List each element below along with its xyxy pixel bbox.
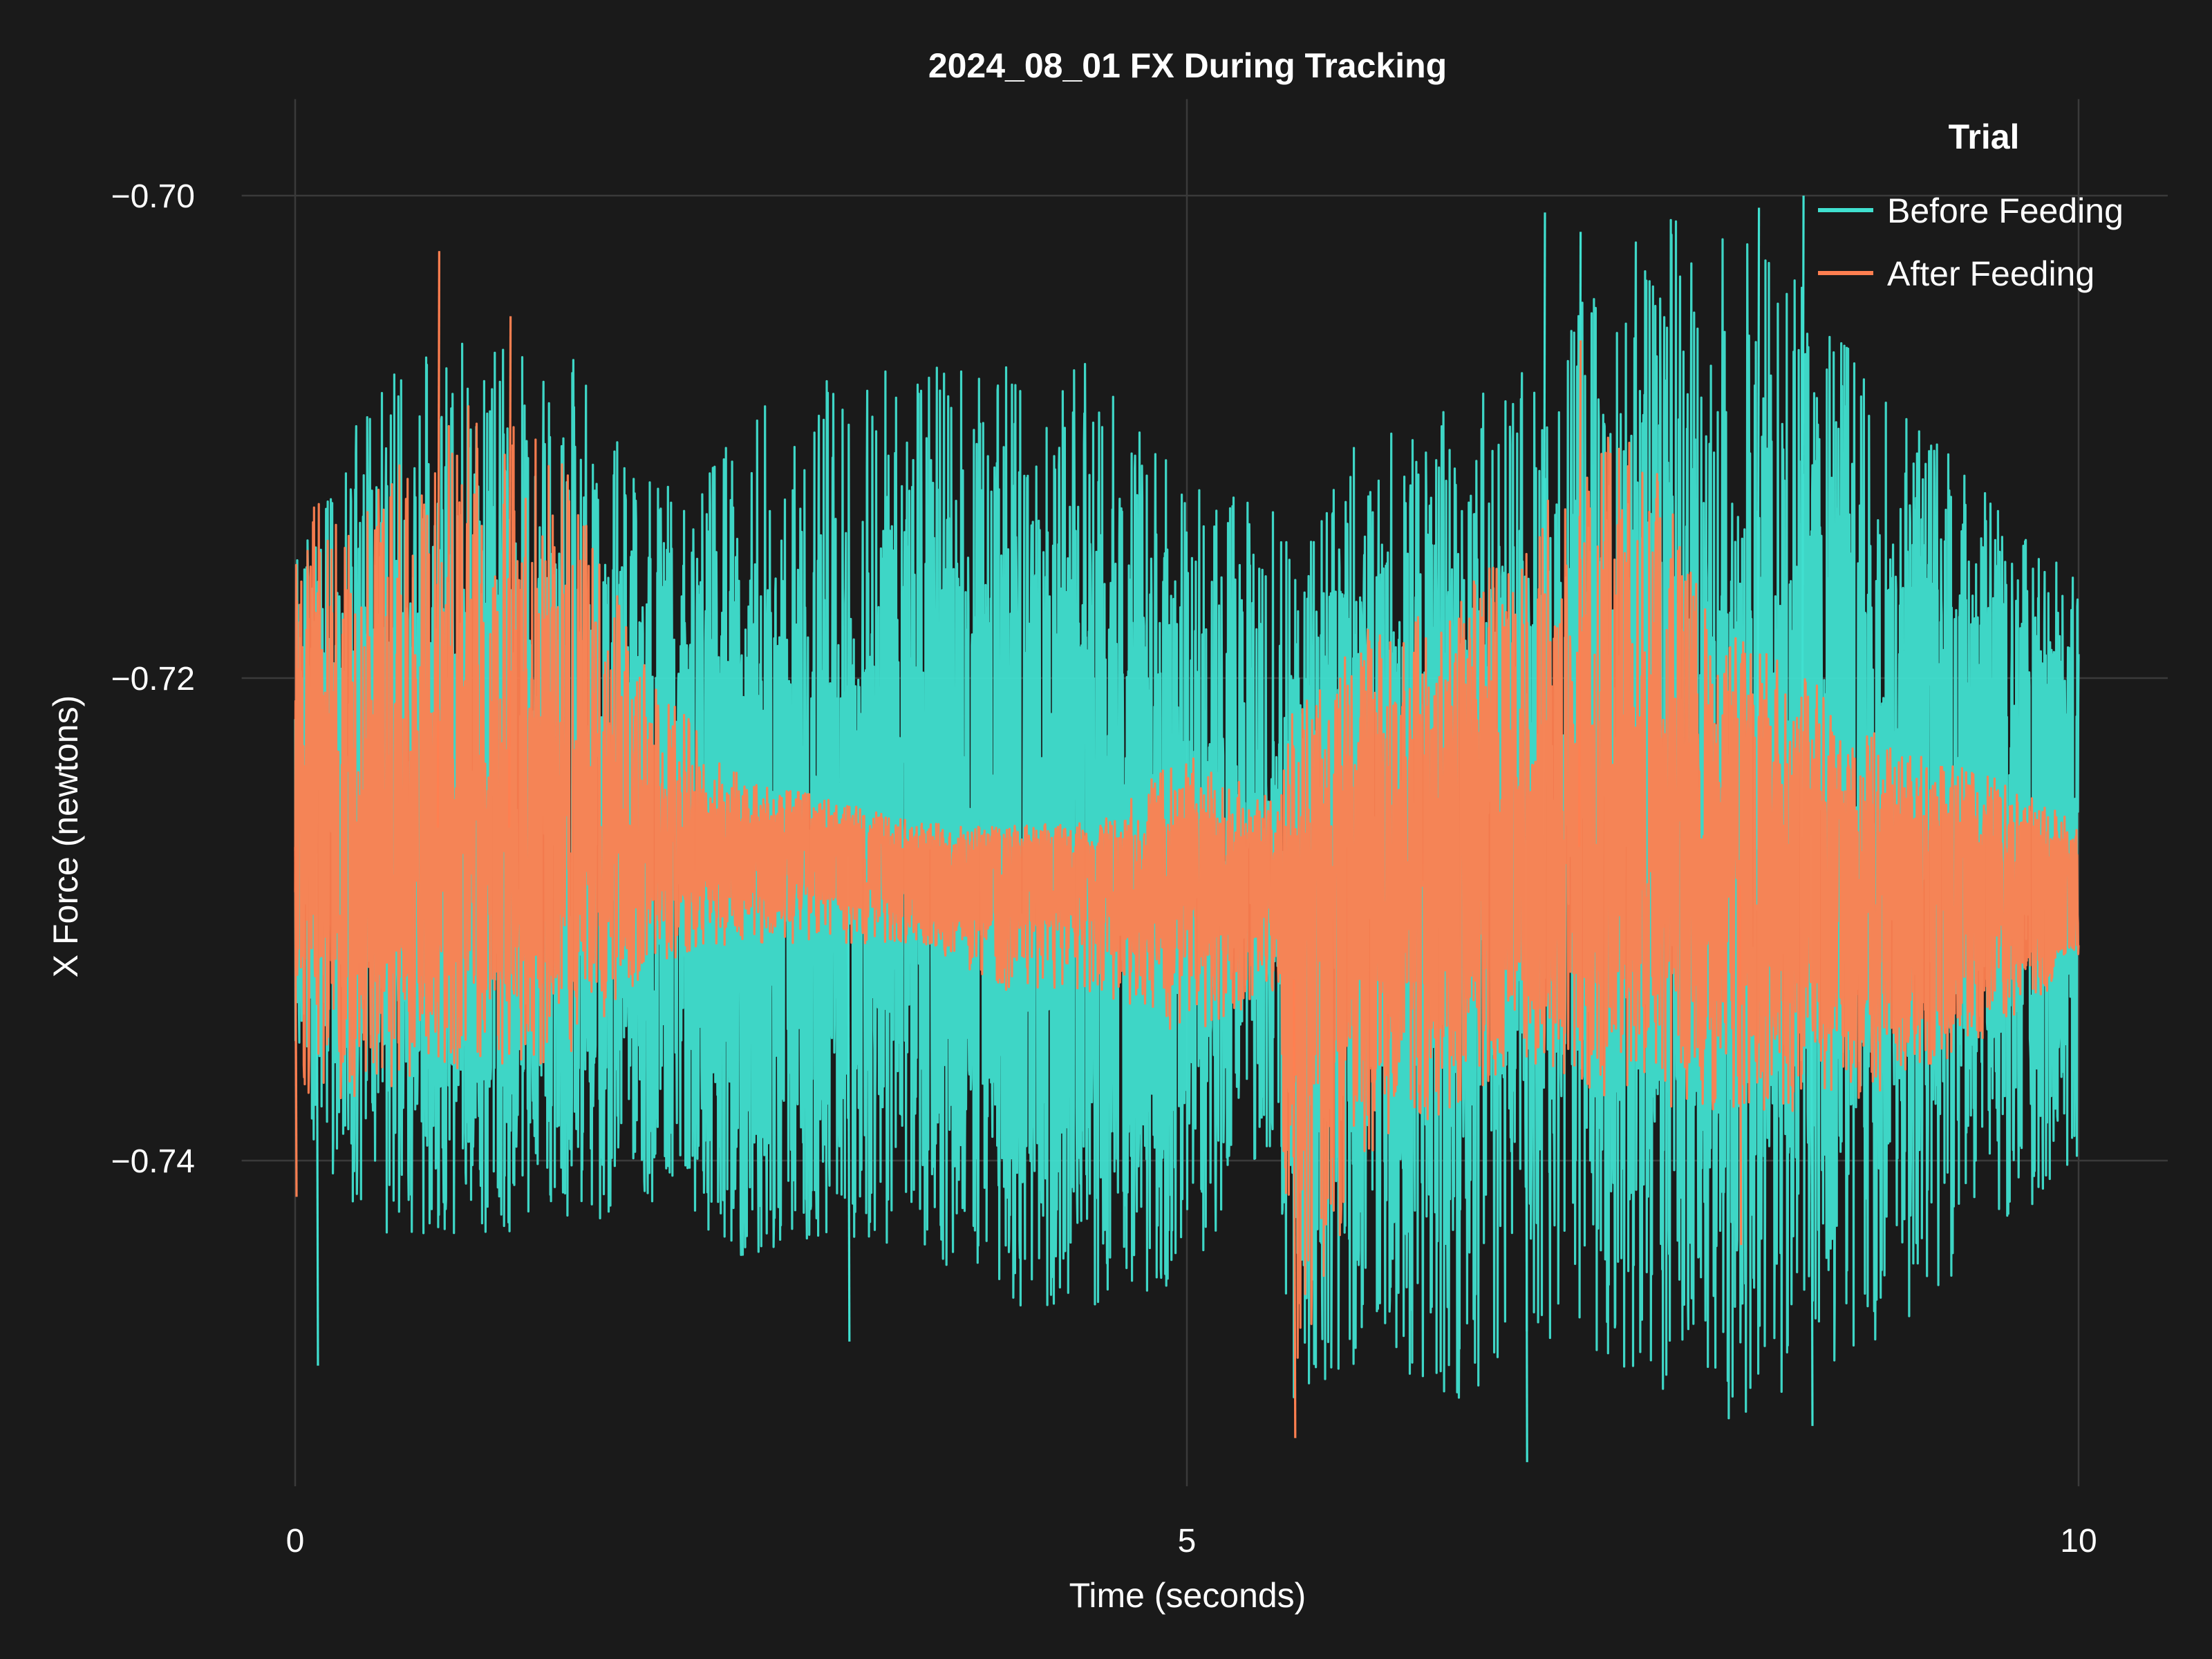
y-axis-label: X Force (newtons) <box>46 695 85 977</box>
legend-label-after-feeding: After Feeding <box>1887 254 2094 293</box>
legend-item-before-feeding[interactable]: Before Feeding <box>1818 191 2124 230</box>
x-tick-label: 5 <box>1178 1523 1197 1559</box>
legend-title: Trial <box>1949 118 2020 156</box>
y-tick-label: −0.72 <box>111 661 195 697</box>
series-layer <box>294 195 2080 1463</box>
x-tick-label: 0 <box>286 1523 305 1559</box>
legend-item-after-feeding[interactable]: After Feeding <box>1818 254 2094 293</box>
series-spike <box>1578 340 1582 847</box>
y-tick-label: −0.70 <box>111 178 195 215</box>
series-spike <box>1293 980 1297 1438</box>
legend: Trial Before Feeding After Feeding <box>1818 118 2124 293</box>
legend-label-before-feeding: Before Feeding <box>1887 191 2124 230</box>
series-spike <box>507 316 512 828</box>
x-axis-label: Time (seconds) <box>1069 1576 1306 1615</box>
series-spike <box>1738 885 1743 1246</box>
x-tick-label: 10 <box>2060 1523 2097 1559</box>
series-line <box>294 405 2080 1359</box>
tick-labels: 0 5 10 −0.70 −0.72 −0.74 <box>111 178 2097 1559</box>
series-spike <box>436 251 441 828</box>
series-after-feeding <box>294 251 2080 1438</box>
series-spike <box>847 856 851 1342</box>
y-tick-label: −0.74 <box>111 1143 195 1180</box>
chart-title: 2024_08_01 FX During Tracking <box>928 46 1447 85</box>
series-spike <box>294 847 298 1197</box>
